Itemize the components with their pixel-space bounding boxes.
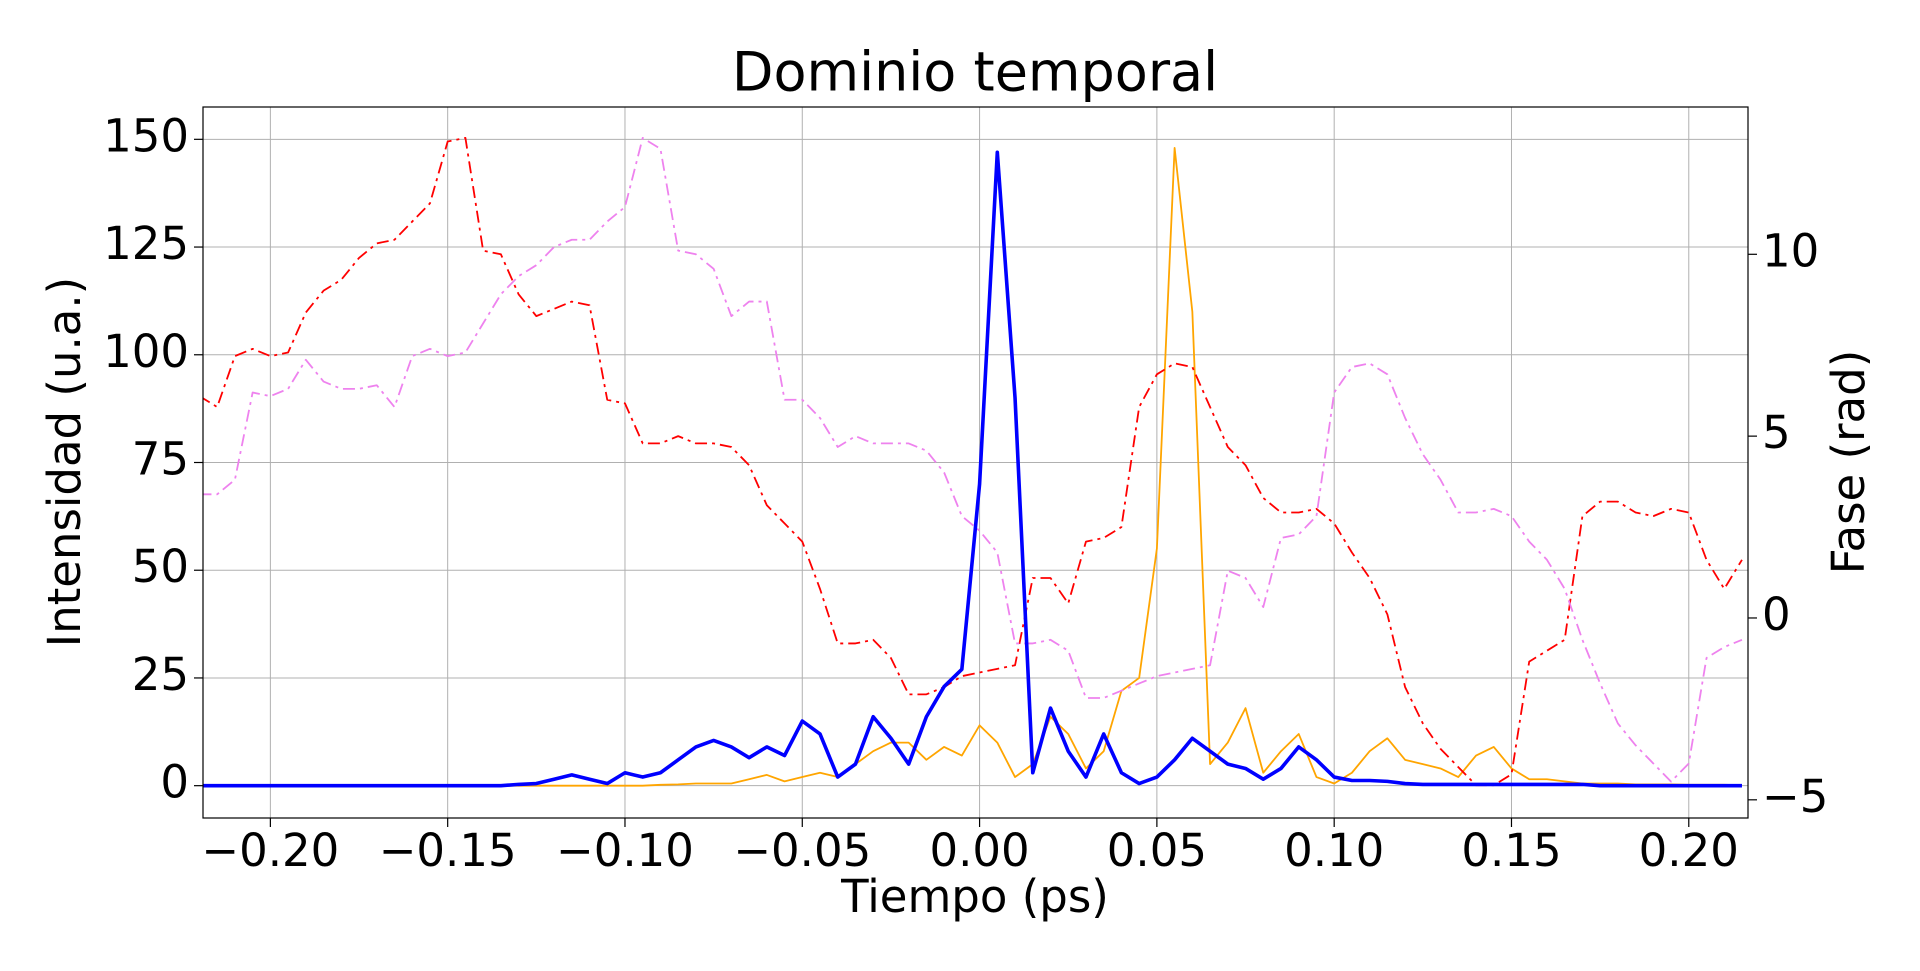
y-tick-label: 125 [103,217,189,270]
y-tick-label: 75 [132,433,189,486]
y-tick-label: 50 [132,540,189,593]
y2-axis-label: Fase (rad) [1822,350,1875,575]
plot-frame [202,106,1749,819]
y2-tick-label: 0 [1762,588,1791,641]
y-tick-label: 0 [160,756,189,809]
y-tick-label: 150 [103,109,189,162]
series-line [203,137,1743,783]
chart-title: Dominio temporal [732,41,1218,104]
y2-tick-label: 10 [1762,224,1819,277]
x-tick-label: −0.10 [556,824,694,877]
series-line [203,147,1742,787]
x-tick-label: 0.20 [1639,824,1739,877]
x-tick-label: −0.05 [733,824,871,877]
x-tick-label: 0.10 [1284,824,1384,877]
y2-tick-label: −5 [1762,770,1828,823]
series-line [203,137,1743,787]
x-tick-label: −0.20 [201,824,339,877]
x-tick-label: −0.15 [379,824,517,877]
x-tick-label: 0.05 [1107,824,1207,877]
x-tick-label: 0.00 [929,824,1029,877]
series-line [203,150,1742,788]
y2-tick-label: 5 [1762,406,1791,459]
y-tick-label: 25 [132,648,189,701]
x-axis-label: Tiempo (ps) [840,870,1109,923]
y-axis-label: Intensidad (u.a.) [38,277,91,647]
x-tick-label: 0.15 [1461,824,1561,877]
y-tick-label: 100 [103,325,189,378]
